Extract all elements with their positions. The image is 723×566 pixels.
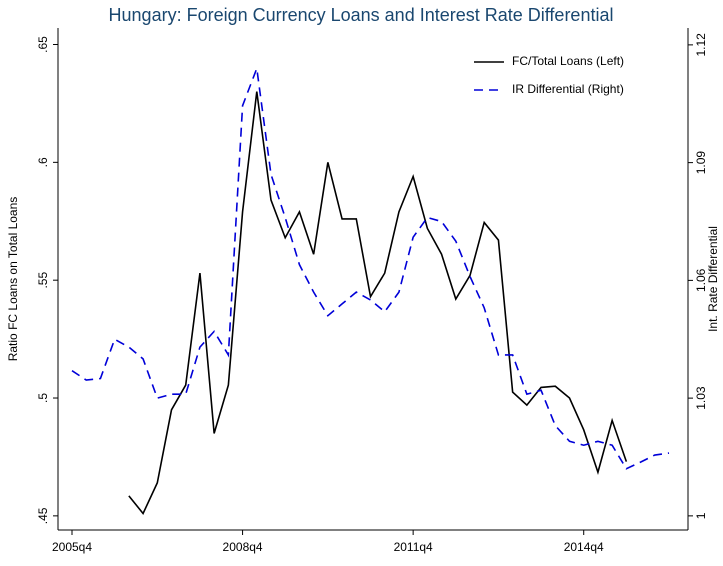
legend-label: IR Differential (Right) — [512, 82, 624, 96]
y2-tick-label: 1.12 — [694, 33, 708, 57]
series-line — [71, 68, 670, 470]
y2-tick-label: 1 — [694, 512, 708, 519]
x-tick-label: 2008q4 — [223, 540, 263, 554]
y-tick-label: .45 — [36, 507, 50, 524]
x-tick-label: 2005q4 — [52, 540, 92, 554]
legend-label: FC/Total Loans (Left) — [512, 54, 624, 68]
y2-tick-label: 1.06 — [694, 268, 708, 292]
series-line — [128, 91, 628, 516]
y-axis-label: Ratio FC Loans on Total Loans — [6, 197, 20, 362]
y2-tick-label: 1.09 — [694, 151, 708, 175]
y-tick-label: .65 — [36, 36, 50, 53]
x-tick-label: 2014q4 — [564, 540, 604, 554]
y-tick-label: .5 — [36, 393, 50, 403]
chart-title: Hungary: Foreign Currency Loans and Inte… — [109, 5, 614, 25]
x-tick-label: 2011q4 — [394, 540, 433, 554]
y-tick-label: .55 — [36, 272, 50, 289]
y2-tick-label: 1.03 — [694, 386, 708, 410]
y2-axis-label: Int. Rate Differential — [706, 226, 720, 332]
y-tick-label: .6 — [36, 157, 50, 167]
